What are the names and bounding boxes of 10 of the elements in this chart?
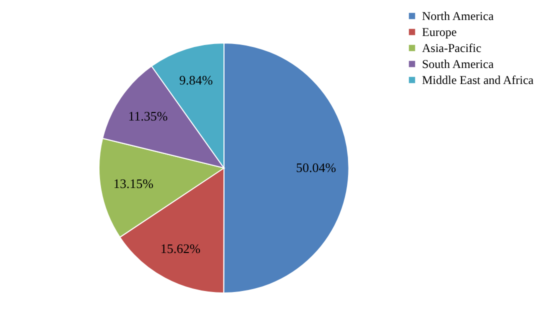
legend-label: South America [422,57,494,71]
data-label: 11.35% [128,108,168,124]
legend-label: Europe [422,25,457,39]
legend-label: Middle East and Africa [422,73,534,87]
data-label: 13.15% [113,176,154,191]
legend-label: North America [422,9,494,23]
data-label: 15.62% [160,241,201,256]
data-label: 50.04% [296,160,336,176]
legend-label: Asia-Pacific [422,41,482,55]
data-label: 9.84% [179,72,213,88]
